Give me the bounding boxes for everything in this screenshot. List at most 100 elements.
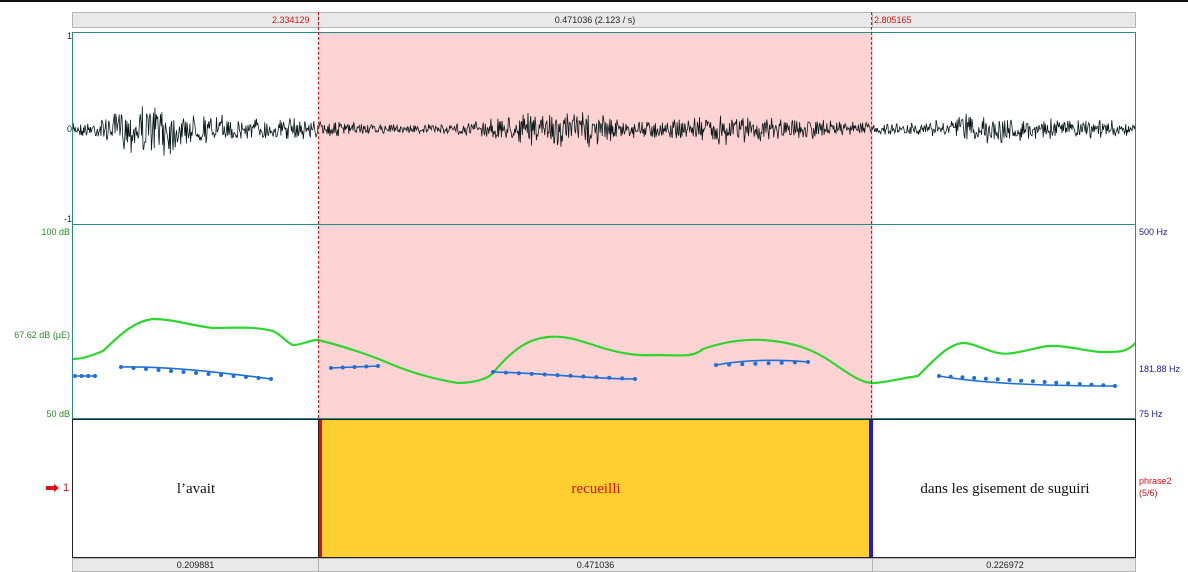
- pitch-marker: [1101, 383, 1106, 388]
- pitch-marker: [568, 373, 573, 378]
- pitch-marker: [231, 374, 236, 378]
- pitch-marker: [1054, 380, 1059, 385]
- pitch-marker: [73, 374, 77, 378]
- waveform-axis-max: 1: [66, 31, 72, 41]
- pitch-marker: [1066, 381, 1071, 386]
- pitch-markers: [73, 360, 1117, 388]
- pitch-marker: [244, 375, 248, 379]
- intensity-axis-bottom: 50 dB: [46, 409, 70, 419]
- pitch-marker: [194, 371, 198, 375]
- pitch-marker: [766, 361, 771, 366]
- selection-duration: 0.471036 (2.123 / s): [554, 15, 636, 25]
- pitch-marker: [79, 374, 84, 378]
- selection-end-time: 2.805165: [874, 15, 912, 25]
- pitch-marker: [503, 370, 508, 375]
- pitch-marker: [594, 375, 599, 380]
- waveform-svg: [73, 106, 1135, 156]
- intensity-curve: [73, 317, 1135, 385]
- pitch-marker: [1077, 382, 1082, 386]
- pitch-intensity-svg: [73, 317, 1135, 388]
- segment-label-right: dans les gisement de suguiri: [920, 481, 1090, 497]
- pitch-marker: [937, 374, 941, 378]
- pitch-marker: [1113, 384, 1117, 388]
- pitch-marker: [948, 374, 953, 379]
- duration-cell-selected: 0.471036: [319, 559, 873, 571]
- pitch-marker: [983, 376, 988, 381]
- pitch-marker: [727, 362, 732, 367]
- pitch-marker: [340, 365, 345, 370]
- pitch-segment-2: [120, 366, 272, 380]
- pitch-marker: [1042, 380, 1047, 384]
- selection-end-line[interactable]: [871, 12, 872, 418]
- pitch-marker: [329, 366, 333, 370]
- pitch-marker: [581, 374, 586, 379]
- pitch-marker: [714, 363, 718, 367]
- pitch-marker: [119, 365, 123, 369]
- pitch-marker: [555, 373, 560, 378]
- segment-selected[interactable]: [319, 420, 873, 557]
- pitch-marker: [491, 370, 495, 374]
- tier-name: phrase2: [1139, 476, 1172, 486]
- pitch-selection-region: [319, 225, 873, 418]
- tier-number: 1: [63, 482, 70, 494]
- selection-start-line[interactable]: [318, 12, 319, 418]
- pitch-marker: [960, 375, 965, 380]
- pointing-hand-icon: [46, 484, 59, 492]
- segment-label-selected: recueilli: [571, 481, 621, 497]
- pitch-segment-6: [938, 375, 1116, 387]
- pitch-marker: [144, 367, 148, 371]
- waveform-signal: [73, 106, 1135, 156]
- pitch-marker: [206, 372, 211, 376]
- pitch-axis-mid: 181.88 Hz: [1139, 364, 1181, 374]
- waveform-axis-zero: 0: [66, 124, 72, 134]
- tier-count: (5/6): [1139, 488, 1158, 498]
- pitch-segment-5: [715, 359, 809, 366]
- pitch-marker: [93, 374, 97, 378]
- pitch-marker: [1019, 378, 1024, 383]
- pitch-marker: [256, 376, 261, 380]
- annotation-tier[interactable]: l’avait recueilli dans les gisement de s…: [72, 419, 1136, 558]
- duration-ruler: 0.209881 0.471036 0.226972: [72, 558, 1136, 572]
- pitch-marker: [620, 376, 625, 381]
- pitch-marker: [972, 376, 977, 380]
- pitch-marker: [995, 377, 1000, 382]
- pitch-marker: [607, 375, 612, 380]
- duration-cell-right: 0.226972: [986, 560, 1024, 570]
- intensity-axis-top: 100 dB: [41, 227, 70, 237]
- pitch-intensity-panel[interactable]: [72, 225, 1136, 419]
- pitch-marker: [779, 360, 784, 365]
- segment-label-left: l’avait: [176, 481, 216, 497]
- segment-left[interactable]: [73, 420, 319, 557]
- pitch-segment-4: [492, 371, 636, 380]
- pitch-marker: [352, 365, 357, 369]
- pitch-marker: [364, 364, 369, 369]
- pitch-marker: [529, 371, 534, 376]
- waveform-panel[interactable]: [72, 32, 1136, 225]
- pitch-marker: [633, 377, 637, 381]
- pitch-marker: [1030, 379, 1035, 384]
- pitch-marker: [740, 362, 745, 367]
- tier-marker[interactable]: 1: [46, 481, 70, 495]
- pitch-marker: [1007, 378, 1012, 382]
- duration-cell-left: 0.209881: [73, 559, 319, 571]
- pitch-marker: [542, 372, 547, 377]
- ruler-right-cell: [873, 13, 1137, 27]
- pitch-marker: [516, 371, 521, 376]
- pitch-marker: [753, 361, 758, 366]
- pitch-marker: [219, 373, 223, 377]
- selection-start-time: 2.334129: [272, 15, 310, 25]
- pitch-curves: [75, 359, 1116, 387]
- pitch-marker: [86, 374, 91, 378]
- pitch-marker: [131, 366, 136, 370]
- waveform-axis-min: -1: [63, 214, 72, 224]
- pitch-marker: [181, 370, 186, 374]
- pitch-marker: [1089, 382, 1094, 387]
- window-top-border: [0, 0, 1188, 2]
- pitch-marker: [806, 360, 810, 364]
- pitch-marker: [269, 377, 273, 381]
- ruler-selection-cell[interactable]: [319, 13, 873, 27]
- pitch-marker: [169, 369, 173, 373]
- intensity-axis-mid: 67.62 dB (µE): [14, 330, 70, 340]
- pitch-axis-top: 500 Hz: [1139, 227, 1168, 237]
- pitch-marker: [376, 364, 380, 368]
